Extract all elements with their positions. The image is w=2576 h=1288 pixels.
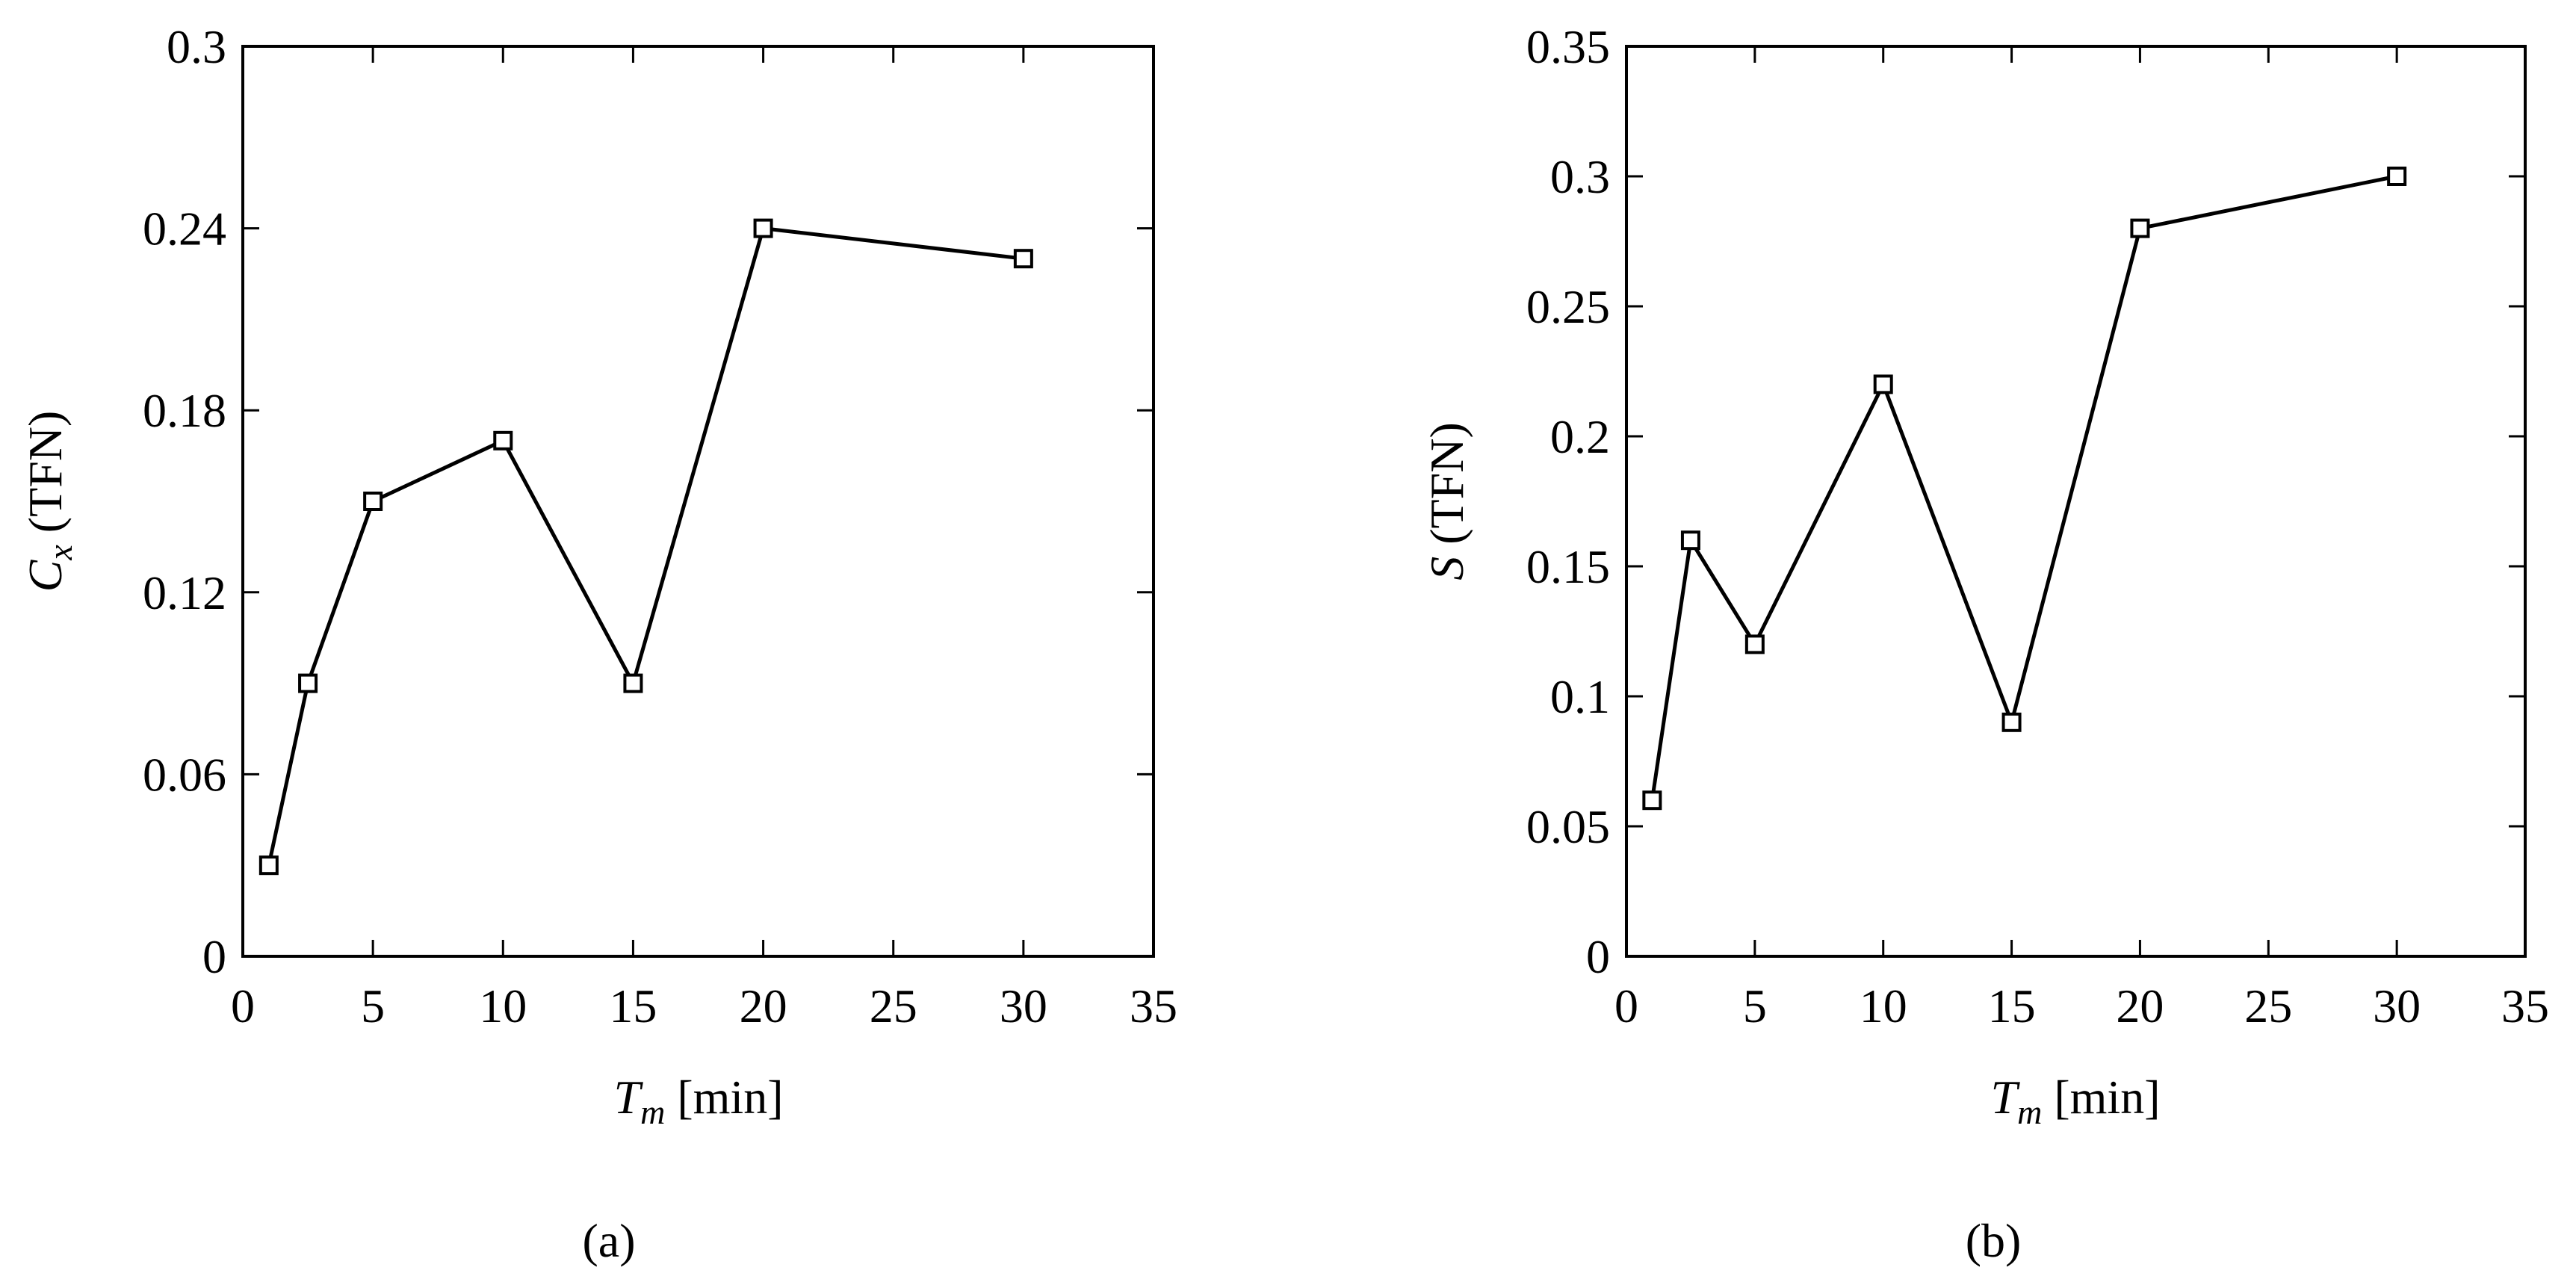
- series-markers: [258, 218, 1033, 876]
- x-tick-label: 15: [609, 979, 657, 1032]
- data-point-marker: [363, 492, 383, 511]
- y-axis-ticks: 0 0.06 0.12 0.18 0.24 0.3: [143, 20, 1154, 983]
- y-tick-label: 0.15: [1526, 540, 1610, 593]
- y-tick-label: 0.1: [1550, 670, 1610, 723]
- y-tick-label: 0.05: [1526, 800, 1610, 853]
- series-polyline: [267, 226, 1024, 866]
- data-point-marker: [1680, 530, 1700, 551]
- x-axis-ticks: 0 5 10 15 20 25 30 35: [1614, 46, 2549, 1032]
- y-tick-label: 0.18: [143, 384, 226, 437]
- x-tick-label: 35: [2501, 979, 2549, 1032]
- data-point-marker: [623, 673, 643, 693]
- data-point-marker: [2387, 167, 2407, 186]
- x-axis-label: Tm [min]: [1990, 1071, 2160, 1131]
- x-axis-ticks: 0 5 10 15 20 25 30 35: [231, 46, 1177, 1032]
- y-tick-label: 0.12: [143, 566, 226, 619]
- y-axis-label: Cx (TFN): [19, 411, 79, 592]
- data-point-marker: [1013, 249, 1033, 269]
- x-tick-label: 30: [2373, 979, 2421, 1032]
- data-point-marker: [1744, 634, 1765, 654]
- y-tick-label: 0.2: [1550, 410, 1610, 463]
- x-tick-label: 25: [2244, 979, 2292, 1032]
- data-point-marker: [753, 218, 773, 238]
- panel-label: (b): [1966, 1214, 2022, 1267]
- y-tick-label: 0.3: [1550, 150, 1610, 203]
- x-tick-label: 35: [1130, 979, 1177, 1032]
- series-polyline: [1650, 174, 2397, 801]
- y-tick-label: 0.06: [143, 748, 226, 801]
- y-tick-label: 0.25: [1526, 280, 1610, 333]
- x-tick-label: 30: [1000, 979, 1047, 1032]
- y-tick-label: 0: [202, 930, 226, 983]
- x-tick-label: 5: [1743, 979, 1767, 1032]
- x-tick-label: 10: [479, 979, 527, 1032]
- y-axis-ticks: 0 0.05 0.1 0.15 0.2 0.25 0.3 0.35: [1526, 20, 2525, 983]
- data-point-marker: [258, 855, 279, 876]
- data-point-marker: [1873, 374, 1893, 394]
- x-tick-label: 0: [231, 979, 255, 1032]
- data-point-marker: [2001, 712, 2022, 732]
- panel-label: (a): [582, 1214, 635, 1267]
- chart-panel-b: 0 5 10 15 20 25 30 35 0 0.05 0.1 0.15 0.2 0.25 0.3 0.3…: [1420, 20, 2549, 1267]
- data-point-marker: [1642, 790, 1662, 811]
- data-point-marker: [298, 673, 318, 693]
- x-axis-label: Tm [min]: [613, 1071, 783, 1131]
- y-tick-label: 0.24: [143, 202, 226, 256]
- x-tick-label: 10: [1860, 979, 1907, 1032]
- x-tick-label: 20: [740, 979, 787, 1032]
- plot-frame: [1625, 45, 2527, 958]
- x-tick-label: 0: [1614, 979, 1638, 1032]
- x-tick-label: 20: [2116, 979, 2164, 1032]
- data-point-marker: [493, 430, 513, 451]
- y-tick-label: 0.35: [1526, 20, 1610, 73]
- plot-frame: [241, 45, 1155, 958]
- series-markers: [1642, 167, 2407, 811]
- x-tick-label: 15: [1988, 979, 2036, 1032]
- data-point-marker: [2130, 218, 2150, 238]
- x-tick-label: 5: [361, 979, 385, 1032]
- chart-panel-a: 0 5 10 15 20 25 30 35 0 0.06 0.12 0.18 0.24 0.3 Tm […: [19, 20, 1177, 1267]
- series-line: [267, 226, 1024, 866]
- y-axis-label: S (TFN): [1420, 422, 1473, 580]
- y-tick-label: 0: [1586, 930, 1610, 983]
- x-tick-label: 25: [870, 979, 917, 1032]
- series-line: [1650, 174, 2397, 801]
- y-tick-label: 0.3: [167, 20, 226, 73]
